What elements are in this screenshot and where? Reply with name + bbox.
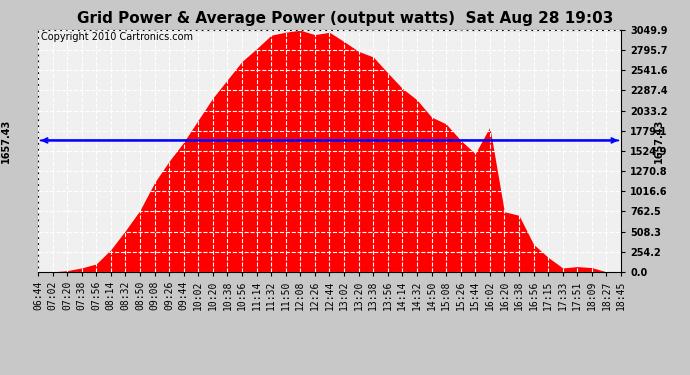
Text: Copyright 2010 Cartronics.com: Copyright 2010 Cartronics.com bbox=[41, 32, 193, 42]
Text: 1657.43: 1657.43 bbox=[654, 118, 664, 162]
Text: Grid Power & Average Power (output watts)  Sat Aug 28 19:03: Grid Power & Average Power (output watts… bbox=[77, 11, 613, 26]
Text: 1657.43: 1657.43 bbox=[1, 118, 11, 162]
